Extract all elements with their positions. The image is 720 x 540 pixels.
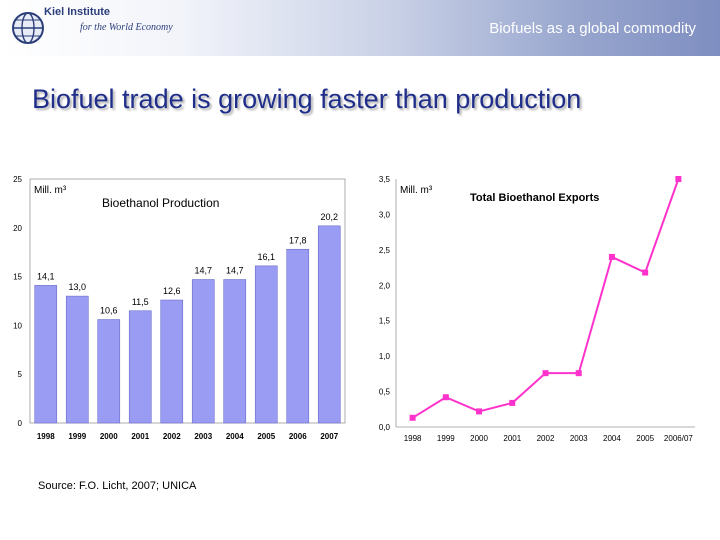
x-tick-label: 2001 <box>503 434 521 443</box>
y-tick-label: 0 <box>18 419 23 428</box>
data-point <box>509 399 516 406</box>
data-point <box>642 269 649 276</box>
data-label: 16,1 <box>257 252 275 262</box>
bar <box>97 319 121 424</box>
y-tick-label: 25 <box>13 175 22 184</box>
x-tick-label: 2006/07 <box>664 434 693 443</box>
data-label: 14,1 <box>37 271 55 281</box>
y-tick-label: 20 <box>13 224 22 233</box>
bar <box>286 248 310 424</box>
data-point <box>675 176 682 182</box>
data-label: 14,7 <box>194 266 212 276</box>
y-unit-label: Mill. m³ <box>34 185 67 196</box>
y-tick-label: 2,5 <box>379 246 391 255</box>
x-tick-label: 2005 <box>257 432 275 441</box>
y-tick-label: 15 <box>13 273 22 282</box>
bar <box>34 285 58 424</box>
data-label: 17,8 <box>289 235 307 245</box>
institute-name: Kiel Institute <box>44 6 111 18</box>
y-tick-label: 5 <box>18 370 23 379</box>
data-point <box>476 408 483 415</box>
x-tick-label: 2006 <box>289 432 307 441</box>
data-label: 10,6 <box>100 306 118 316</box>
bar <box>223 279 247 424</box>
data-point <box>608 253 615 260</box>
production-bar-chart: 0 5 10 15 20 25 Mill. m³ Bioethanol Production 1… <box>13 175 346 441</box>
y-tick-label: 1,5 <box>379 317 391 326</box>
header-banner: Kiel Institute for the World Economy Bio… <box>0 0 720 56</box>
data-point <box>409 414 416 421</box>
bar <box>191 279 215 424</box>
chart-title: Total Bioethanol Exports <box>470 192 599 204</box>
x-tick-label: 2005 <box>636 434 654 443</box>
slide-title: Biofuel trade is growing faster than pro… <box>32 84 582 114</box>
x-tick-label: 2007 <box>320 432 338 441</box>
x-tick-label: 1998 <box>37 432 55 441</box>
header-topic: Biofuels as a global commodity <box>489 20 696 37</box>
x-tick-label: 1999 <box>437 434 455 443</box>
x-tick-label: 2002 <box>537 434 555 443</box>
bar <box>254 265 278 424</box>
institute-subtitle: for the World Economy <box>80 22 173 33</box>
x-tick-label: 2003 <box>194 432 212 441</box>
y-tick-label: 1,0 <box>379 352 391 361</box>
x-tick-label: 2000 <box>470 434 488 443</box>
x-tick-label: 1998 <box>404 434 422 443</box>
y-tick-label: 10 <box>13 321 22 330</box>
data-label: 14,7 <box>226 266 244 276</box>
y-tick-label: 2,0 <box>379 281 391 290</box>
globe-logo-icon <box>12 12 44 44</box>
bar <box>160 299 184 424</box>
source-note: Source: F.O. Licht, 2007; UNICA <box>38 480 197 492</box>
x-tick-label: 1999 <box>68 432 86 441</box>
data-label: 20,2 <box>320 212 338 222</box>
data-label: 12,6 <box>163 286 181 296</box>
data-point <box>575 370 582 377</box>
x-tick-label: 2000 <box>100 432 118 441</box>
y-unit-label: Mill. m³ <box>400 185 433 196</box>
data-point <box>542 370 549 377</box>
bar <box>317 225 341 424</box>
x-tick-label: 2001 <box>131 432 149 441</box>
x-tick-label: 2002 <box>163 432 181 441</box>
y-tick-label: 0,0 <box>379 423 391 432</box>
y-tick-label: 3,0 <box>379 210 391 219</box>
y-tick-label: 0,5 <box>379 388 391 397</box>
y-tick-label: 3,5 <box>379 175 391 184</box>
x-tick-label: 2004 <box>603 434 621 443</box>
x-tick-label: 2004 <box>226 432 244 441</box>
x-tick-label: 2003 <box>570 434 588 443</box>
bar <box>128 310 152 424</box>
data-point <box>442 394 449 401</box>
bar <box>65 295 89 424</box>
series-line <box>412 178 680 419</box>
exports-line-chart: 0,0 0,5 1,0 1,5 2,0 2,5 3,0 3,5 Mill. m³ Total Bi… <box>379 175 695 443</box>
chart-title: Bioethanol Production <box>102 196 219 210</box>
data-label: 11,5 <box>132 297 149 307</box>
data-label: 13,0 <box>68 282 86 292</box>
